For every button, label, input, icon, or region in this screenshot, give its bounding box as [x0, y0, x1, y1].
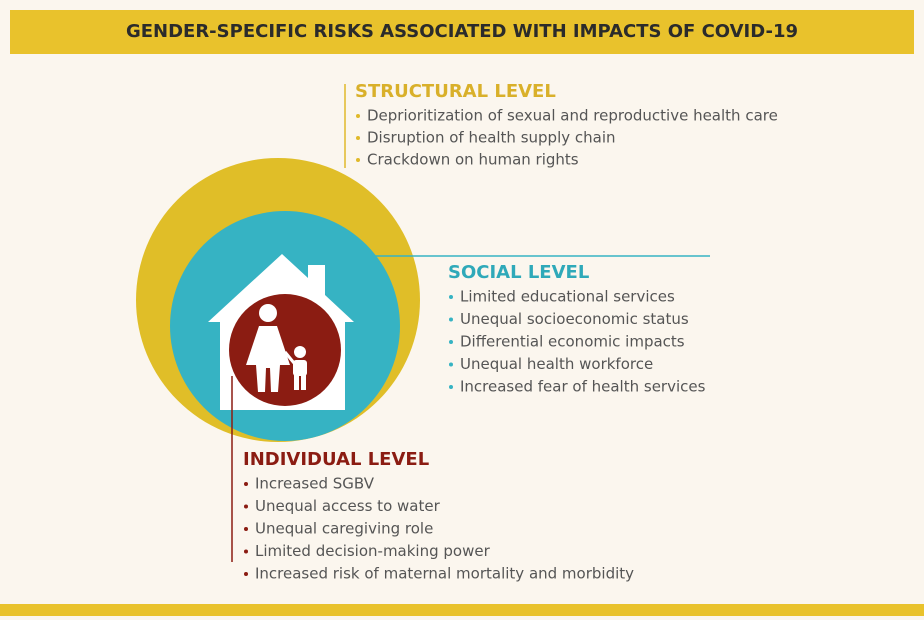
level-item: Unequal socioeconomic status — [460, 310, 689, 328]
bullet — [449, 362, 453, 367]
bullet — [356, 158, 360, 162]
bullet — [449, 385, 453, 389]
bullet — [244, 549, 248, 554]
level-heading: INDIVIDUAL LEVEL — [243, 449, 429, 470]
level-item: Crackdown on human rights — [367, 151, 579, 169]
level-item: Differential economic impacts — [460, 333, 685, 351]
level-heading: SOCIAL LEVEL — [448, 262, 589, 283]
title: GENDER-SPECIFIC RISKS ASSOCIATED WITH IM… — [126, 21, 798, 42]
level-item: Unequal access to water — [255, 497, 441, 515]
level-item: Unequal health workforce — [460, 355, 653, 373]
bullet — [244, 572, 248, 576]
level-item: Unequal caregiving role — [255, 520, 433, 538]
level-heading: STRUCTURAL LEVEL — [355, 81, 556, 102]
bullet — [356, 114, 360, 118]
bullet — [244, 482, 248, 486]
bullet — [449, 340, 453, 344]
bottom-strip — [0, 604, 924, 616]
bullet — [356, 136, 360, 140]
bullet — [449, 317, 453, 322]
level-item: Limited decision-making power — [255, 542, 491, 560]
bullet — [449, 295, 453, 299]
level-item: Increased risk of maternal mortality and… — [255, 565, 634, 583]
title-banner — [10, 10, 914, 54]
level-item: Increased fear of health services — [460, 378, 706, 396]
level-item: Increased SGBV — [255, 475, 375, 493]
bullet — [244, 527, 248, 531]
level-item: Deprioritization of sexual and reproduct… — [367, 107, 778, 125]
bullet — [244, 504, 248, 509]
level-item: Limited educational services — [460, 288, 675, 306]
woman-child-icon — [246, 304, 307, 392]
level-item: Disruption of health supply chain — [367, 129, 616, 147]
